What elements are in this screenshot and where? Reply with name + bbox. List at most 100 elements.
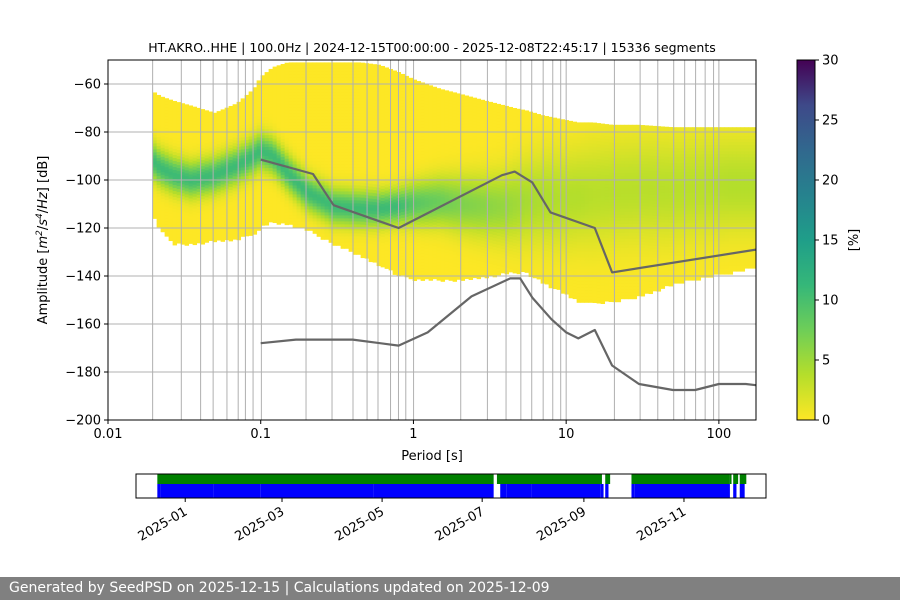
heatmap-cell — [184, 209, 190, 213]
heatmap-cell — [384, 127, 390, 131]
heatmap-cell — [500, 230, 506, 235]
heatmap-cell — [348, 143, 354, 147]
heatmap-cell — [400, 262, 406, 267]
heatmap-cell — [368, 243, 374, 248]
heatmap-cell — [372, 121, 378, 125]
heatmap-cell — [412, 184, 418, 189]
heatmap-cell — [452, 125, 458, 129]
heatmap-cell — [188, 225, 194, 229]
heatmap-cell — [328, 239, 334, 243]
heatmap-cell — [352, 140, 358, 144]
heatmap-cell — [324, 89, 330, 93]
heatmap-cell — [340, 227, 346, 231]
heatmap-cell — [236, 194, 242, 199]
heatmap-cell — [308, 215, 314, 219]
heatmap-cell — [424, 185, 430, 190]
heatmap-cell — [324, 119, 330, 123]
heatmap-cell — [316, 134, 322, 138]
heatmap-cell — [420, 244, 426, 248]
heatmap-cell — [168, 168, 174, 173]
heatmap-cell — [460, 265, 466, 269]
heatmap-cell — [296, 122, 302, 126]
heatmap-cell — [472, 184, 478, 189]
heatmap-cell — [284, 125, 290, 130]
heatmap-cell — [436, 250, 442, 254]
heatmap-cell — [336, 215, 342, 219]
heatmap-cell — [428, 241, 434, 245]
heatmap-cell — [280, 67, 286, 71]
heatmap-cell — [172, 191, 178, 195]
heatmap-cell — [400, 217, 406, 222]
heatmap-cell — [156, 109, 162, 114]
heatmap-cell — [212, 214, 218, 219]
heatmap-cell — [416, 270, 422, 274]
heatmap-cell — [208, 210, 214, 214]
heatmap-cell — [280, 187, 286, 191]
heatmap-cell — [376, 187, 382, 192]
heatmap-cell — [188, 180, 194, 184]
heatmap-cell — [496, 262, 502, 267]
heatmap-cell — [432, 119, 438, 124]
heatmap-cell — [460, 214, 466, 218]
heatmap-cell — [240, 116, 246, 120]
heatmap-cell — [200, 184, 206, 188]
heatmap-cell — [300, 128, 306, 132]
heatmap-cell — [228, 153, 234, 158]
heatmap-cell — [368, 78, 374, 83]
heatmap-cell — [356, 161, 362, 165]
heatmap-cell — [172, 125, 178, 129]
heatmap-cell — [248, 166, 254, 170]
heatmap-cell — [356, 83, 362, 87]
heatmap-cell — [368, 255, 374, 260]
heatmap-cell — [192, 127, 198, 132]
heatmap-cell — [468, 126, 474, 131]
heatmap-cell — [240, 179, 246, 183]
heatmap-cell — [288, 107, 294, 111]
heatmap-cell — [220, 154, 226, 158]
heatmap-cell — [496, 184, 502, 189]
heatmap-cell — [308, 119, 314, 123]
heatmap-cell — [220, 235, 226, 239]
heatmap-cell — [288, 119, 294, 123]
heatmap-cell — [300, 224, 306, 228]
heatmap-cell — [324, 146, 330, 150]
heatmap-cell — [196, 233, 202, 238]
heatmap-cell — [200, 163, 206, 167]
heatmap-cell — [496, 202, 502, 207]
heatmap-cell — [276, 83, 282, 87]
heatmap-cell — [328, 95, 334, 99]
heatmap-cell — [216, 126, 222, 130]
heatmap-cell — [416, 126, 422, 130]
heatmap-cell — [372, 67, 378, 71]
heatmap-cell — [244, 151, 250, 156]
heatmap-cell — [376, 220, 382, 225]
heatmap-cell — [392, 100, 398, 104]
heatmap-cell — [384, 205, 390, 209]
heatmap-cell — [320, 146, 326, 150]
heatmap-cell — [484, 112, 490, 117]
heatmap-cell — [400, 184, 406, 189]
heatmap-cell — [472, 142, 478, 147]
heatmap-cell — [380, 209, 386, 214]
heatmap-cell — [212, 121, 218, 126]
heatmap-cell — [352, 98, 358, 102]
heatmap-cell — [188, 144, 194, 148]
heatmap-cell — [308, 179, 314, 183]
heatmap-cell — [480, 114, 486, 119]
heatmap-cell — [240, 170, 246, 174]
heatmap-cell — [332, 236, 338, 240]
heatmap-cell — [412, 145, 418, 150]
heatmap-cell — [400, 235, 406, 240]
heatmap-cell — [380, 260, 386, 265]
heatmap-cell — [316, 101, 322, 105]
heatmap-cell — [436, 247, 442, 251]
heatmap-cell — [408, 275, 414, 280]
heatmap-cell — [380, 98, 386, 103]
heatmap-cell — [376, 238, 382, 243]
heatmap-cell — [360, 113, 366, 118]
heatmap-cell — [404, 213, 410, 218]
heatmap-cell — [464, 227, 470, 231]
heatmap-cell — [452, 266, 458, 270]
heatmap-cell — [268, 113, 274, 118]
heatmap-cell — [368, 66, 374, 71]
